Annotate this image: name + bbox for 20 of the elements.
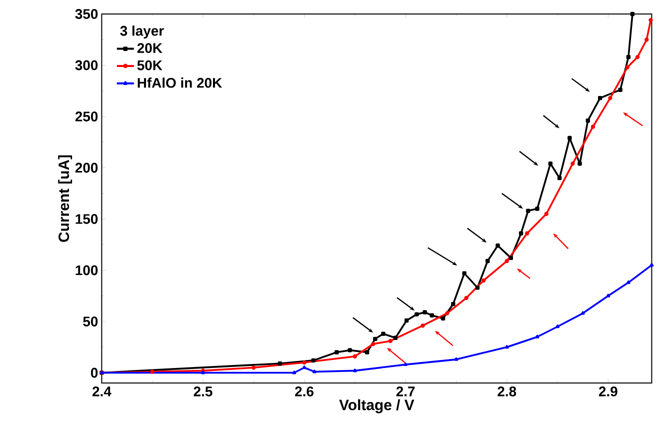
y-tick-label: 50 xyxy=(83,316,98,326)
legend-label: 20K xyxy=(137,43,162,54)
x-tick-label: 2.7 xyxy=(396,386,415,396)
legend-label: 50K xyxy=(137,60,162,70)
y-tick-label: 250 xyxy=(75,112,98,122)
y-tick-label: 350 xyxy=(75,9,98,19)
y-tick-label: 0 xyxy=(90,368,98,378)
y-tick-label: 300 xyxy=(75,60,98,70)
x-tick-label: 2.4 xyxy=(92,386,112,396)
y-axis-title: Current [uA] xyxy=(58,155,72,242)
x-tick-label: 2.9 xyxy=(598,386,618,396)
x-tick-label: 2.6 xyxy=(295,386,314,396)
x-tick-label: 2.8 xyxy=(498,386,516,396)
legend-title: 3 layer xyxy=(120,26,164,39)
x-tick-label: 2.5 xyxy=(194,386,212,396)
y-tick-label: 150 xyxy=(76,214,98,224)
y-tick-label: 100 xyxy=(76,265,98,276)
x-axis-title: Voltage / V xyxy=(339,399,414,414)
legend-label: HfAlO in 20K xyxy=(138,78,222,88)
y-tick-label: 200 xyxy=(75,162,98,173)
